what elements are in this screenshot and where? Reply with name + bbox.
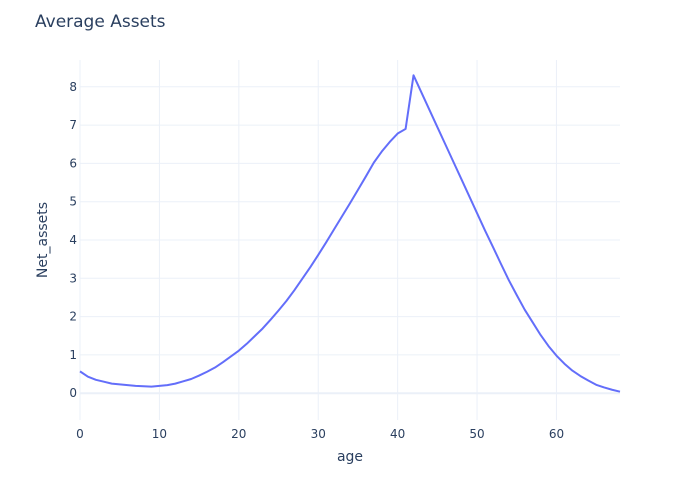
y-tick-label: 6	[69, 156, 77, 170]
y-tick-label: 4	[69, 233, 77, 247]
y-axis-ticks: 0 1 2 3 4 5 6 7 8	[69, 80, 77, 400]
x-tick-label: 30	[311, 427, 326, 441]
x-tick-label: 20	[231, 427, 246, 441]
x-axis-title: age	[337, 449, 363, 465]
y-tick-label: 7	[69, 118, 77, 132]
chart-title: Average Assets	[35, 12, 166, 32]
series-layer	[79, 74, 621, 393]
x-tick-label: 0	[76, 427, 84, 441]
y-tick-label: 5	[69, 195, 77, 209]
x-tick-label: 10	[152, 427, 167, 441]
y-tick-label: 1	[69, 348, 77, 362]
y-tick-label: 0	[69, 386, 77, 400]
x-tick-label: 60	[549, 427, 564, 441]
y-tick-label: 2	[69, 310, 77, 324]
x-tick-label: 40	[390, 427, 405, 441]
x-tick-label: 50	[469, 427, 484, 441]
y-tick-label: 3	[69, 271, 77, 285]
series-line	[79, 74, 621, 393]
y-tick-label: 8	[69, 80, 77, 94]
x-axis-ticks: 0 10 20 30 40 50 60	[76, 427, 564, 441]
grid-layer	[79, 60, 620, 420]
y-axis-title: Net_assets	[35, 202, 51, 278]
